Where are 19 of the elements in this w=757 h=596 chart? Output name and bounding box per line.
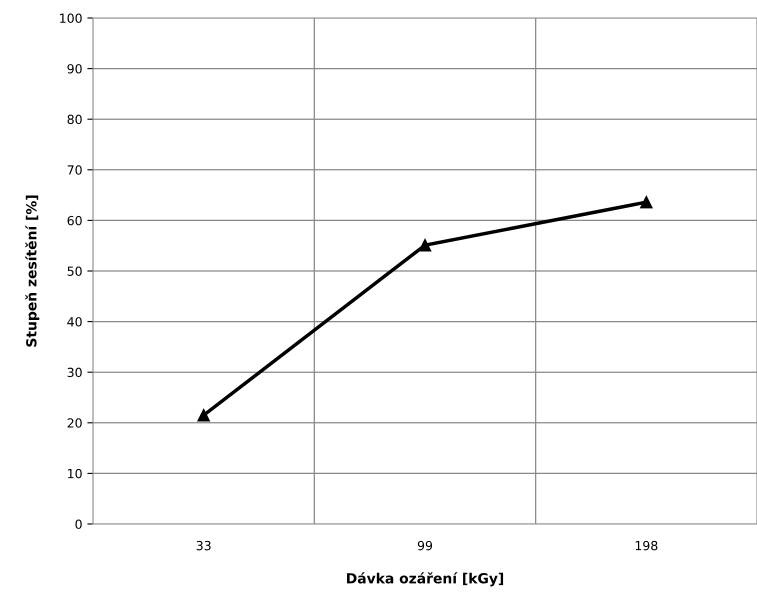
y-tick-label: 60 xyxy=(68,216,82,226)
y-tick-label: 80 xyxy=(68,114,82,124)
y-tick-label: 100 xyxy=(60,13,82,23)
point xyxy=(640,196,653,208)
y-tick-label: 40 xyxy=(67,317,82,327)
x-tick-label: 33 xyxy=(196,540,211,550)
x-tick-label: 99 xyxy=(418,540,432,550)
y-tick-label: 70 xyxy=(68,165,82,175)
x-axis-title: Dávka ozáření [kGy] xyxy=(347,572,504,586)
y-axis-title: Stupeň zesítění [%] xyxy=(25,196,40,347)
y-tick-label: 20 xyxy=(68,418,82,428)
y-tick-label: 10 xyxy=(68,468,82,478)
x-tick-label: 198 xyxy=(636,540,658,550)
y-tick-label: 0 xyxy=(75,519,82,529)
y-tick-label: 90 xyxy=(67,64,82,74)
point xyxy=(418,238,432,252)
y-tick-label: 50 xyxy=(68,266,82,276)
point xyxy=(197,408,210,422)
y-tick-label: 30 xyxy=(68,368,82,378)
